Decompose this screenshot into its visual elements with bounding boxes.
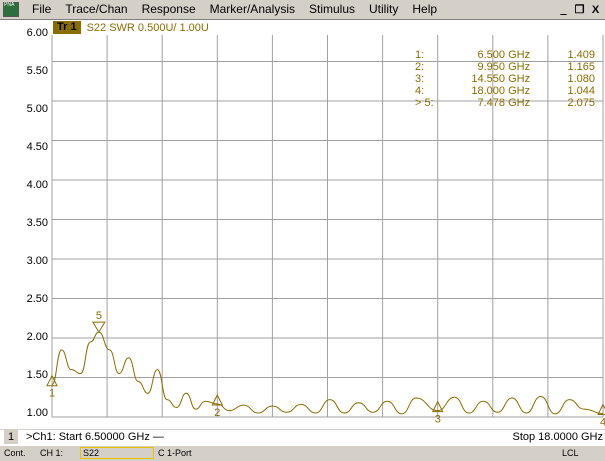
marker-unit: GHz [508,73,531,85]
marker-readout-2: 2: 9.950 GHz 1.165 [415,61,595,73]
marker-1-label: 1 [49,388,55,400]
y-tick-5: 3.50 [26,217,48,229]
y-tick-2: 5.00 [26,103,48,115]
menu-utility[interactable]: Utility [369,2,399,16]
marker-value: 1.044 [567,85,595,97]
marker-2-triangle [211,393,224,406]
marker-5-label: 5 [96,310,102,322]
marker-id: > 5: [415,97,434,109]
marker-readout-5: > 5: 7.478 GHz 2.075 [415,97,595,109]
marker-value: 1.080 [567,73,595,85]
status-bar: Cont. CH 1: S22 C 1-Port LCL [0,446,605,461]
marker-freq: 18.000 [471,85,505,97]
stop-frequency[interactable]: Stop 18.0000 GHz [512,431,603,443]
marker-unit: GHz [508,85,531,97]
status-channel: CH 1: [40,448,64,458]
marker-readout-4: 4: 18.000 GHz 1.044 [415,85,595,97]
trace-tag[interactable]: Tr 1 [53,21,81,34]
marker-3-triangle [431,400,444,413]
marker-value: 1.165 [567,61,595,73]
marker-value: 2.075 [567,97,595,109]
pna-app-icon[interactable]: PNA [3,2,19,17]
y-tick-8: 2.00 [26,331,48,343]
grid [51,35,604,418]
menu-bar: PNA File Trace/Chan Response Marker/Anal… [0,0,605,20]
marker-1-triangle [46,374,58,387]
marker-unit: GHz [508,97,531,109]
y-tick-7: 2.50 [26,293,48,305]
y-tick-4: 4.00 [26,179,48,191]
marker-unit: GHz [508,61,531,73]
restore-button[interactable]: ❐ [574,3,585,16]
menu-marker-analysis[interactable]: Marker/Analysis [209,2,295,16]
y-tick-10: 1.00 [26,407,48,419]
marker-readout-1: 1: 6.500 GHz 1.409 [415,49,595,61]
status-cal: C 1-Port [158,448,192,458]
status-lcl: LCL [562,448,579,458]
marker-freq: 7.478 [477,97,505,109]
marker-freq: 9.950 [477,61,505,73]
marker-readout-3: 3: 14.550 GHz 1.080 [415,73,595,85]
swr-chart: 1 2 3 4 5 [46,35,605,428]
y-tick-6: 3.00 [26,255,48,267]
menu-stimulus[interactable]: Stimulus [309,2,356,16]
marker-4-triangle [597,403,605,416]
trace-label: S22 SWR 0.500U/ 1.00U [86,21,209,34]
marker-id: 3: [415,73,425,85]
marker-freq: 14.550 [471,73,505,85]
channel-number-box[interactable]: 1 [4,430,18,444]
y-tick-3: 4.50 [26,141,48,153]
menu-help[interactable]: Help [412,2,438,16]
marker-2-label: 2 [214,407,220,419]
menu-file[interactable]: File [32,2,52,16]
y-tick-0: 6.00 [26,27,48,39]
status-cont: Cont. [4,448,26,458]
s22-trace [51,331,604,415]
marker-group: 1 2 3 4 5 [46,310,605,428]
marker-unit: GHz [508,49,531,61]
close-button[interactable]: X [591,3,600,16]
stimulus-bar: 1 >Ch1: Start 6.50000 GHz — Stop 18.0000… [0,429,605,445]
menu-trace-chan[interactable]: Trace/Chan [65,2,128,16]
marker-freq: 6.500 [477,49,505,61]
app-icon-text: PNA [4,2,15,8]
start-frequency[interactable]: >Ch1: Start 6.50000 GHz — [26,431,164,443]
marker-id: 4: [415,85,425,97]
minimize-button[interactable]: _ [560,3,567,16]
marker-5-triangle [91,321,106,334]
trace-header: Tr 1 S22 SWR 0.500U/ 1.00U [0,20,605,35]
marker-3-label: 3 [435,414,441,426]
marker-id: 1: [415,49,425,61]
y-tick-9: 1.50 [26,369,48,381]
plot-area: 6.00 5.50 5.00 4.50 4.00 3.50 3.00 2.50 … [0,27,605,428]
marker-id: 2: [415,61,425,73]
marker-value: 1.409 [567,49,595,61]
status-param: S22 [80,447,154,459]
menu-response[interactable]: Response [141,2,196,16]
window-controls: _ ❐ X [556,3,603,17]
marker-4-label: 4 [600,417,605,428]
y-tick-1: 5.50 [26,65,48,77]
